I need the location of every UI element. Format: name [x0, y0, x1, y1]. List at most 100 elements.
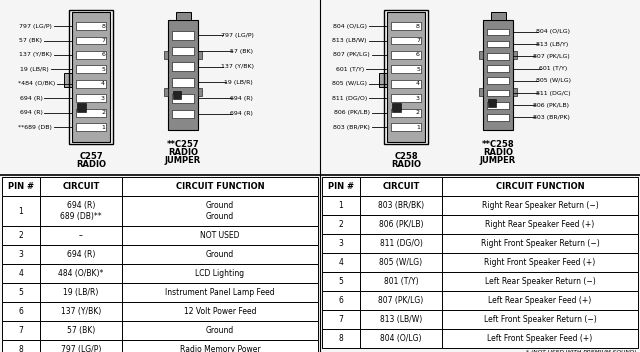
Text: PIN #: PIN # [328, 182, 354, 191]
Text: * (NOT USED WITH PREMIUM SOUND): * (NOT USED WITH PREMIUM SOUND) [525, 350, 636, 352]
Text: 5: 5 [101, 67, 105, 72]
Text: 5: 5 [339, 277, 344, 286]
Bar [360, 196, 442, 215]
Text: 807 (PK/LG): 807 (PK/LG) [378, 296, 424, 305]
Text: 2: 2 [101, 110, 105, 115]
Text: 484 (O/BK)*: 484 (O/BK)* [58, 269, 104, 278]
Text: 801 (T/Y): 801 (T/Y) [384, 277, 419, 286]
Text: Ground: Ground [206, 326, 234, 335]
Bar [40, 283, 122, 302]
Text: 1: 1 [416, 125, 420, 130]
Text: CIRCUIT FUNCTION: CIRCUIT FUNCTION [496, 182, 584, 191]
Text: 803 (BR/PK): 803 (BR/PK) [333, 125, 370, 130]
Bar [172, 47, 194, 55]
Bar [442, 215, 638, 234]
Text: 4: 4 [19, 269, 24, 278]
Bar [513, 88, 517, 96]
Text: 797 (LG/P): 797 (LG/P) [19, 24, 52, 29]
Text: Right Rear Speaker Return (−): Right Rear Speaker Return (−) [482, 201, 598, 210]
Text: Ground: Ground [206, 212, 234, 221]
Text: 3: 3 [416, 96, 420, 101]
Bar [122, 283, 318, 302]
Bar [76, 123, 106, 131]
Text: 2: 2 [19, 231, 24, 240]
Bar [172, 94, 194, 102]
Text: JUMPER: JUMPER [165, 156, 201, 165]
Text: 3: 3 [19, 250, 24, 259]
Text: 811 (DG/O): 811 (DG/O) [332, 96, 367, 101]
Bar [122, 264, 318, 283]
Bar [2, 340, 40, 352]
Text: 1: 1 [19, 207, 24, 216]
Bar [76, 109, 106, 117]
Bar [360, 291, 442, 310]
Bar [487, 29, 509, 35]
Bar [442, 177, 638, 196]
Text: 797 (LG/P): 797 (LG/P) [61, 345, 101, 352]
Text: 805 (W/LG): 805 (W/LG) [536, 78, 571, 83]
Bar [360, 215, 442, 234]
Text: 806 (PK/LB): 806 (PK/LB) [334, 110, 370, 115]
Text: C257: C257 [79, 152, 103, 161]
Bar [442, 234, 638, 253]
Bar [322, 272, 360, 291]
Bar [164, 88, 168, 96]
Text: Instrument Panel Lamp Feed: Instrument Panel Lamp Feed [165, 288, 275, 297]
Text: PIN #: PIN # [8, 182, 34, 191]
Text: 2: 2 [416, 110, 420, 115]
Bar [40, 264, 122, 283]
Text: 5: 5 [416, 67, 420, 72]
Text: 689 (DB)**: 689 (DB)** [60, 212, 102, 221]
Text: Left Rear Speaker Return (−): Left Rear Speaker Return (−) [484, 277, 595, 286]
Bar [122, 177, 318, 196]
Bar [2, 283, 40, 302]
Text: RADIO: RADIO [391, 160, 421, 169]
Bar [164, 51, 168, 58]
Text: 806 (PK/LB): 806 (PK/LB) [533, 103, 569, 108]
Text: 694 (R): 694 (R) [67, 250, 95, 259]
Bar [391, 22, 421, 30]
Text: Ground: Ground [206, 250, 234, 259]
Text: 694 (R): 694 (R) [20, 110, 42, 115]
Bar [488, 100, 496, 107]
Text: 12 Volt Power Feed: 12 Volt Power Feed [184, 307, 256, 316]
Text: 813 (LB/W): 813 (LB/W) [333, 38, 367, 43]
Bar [2, 177, 40, 196]
Bar [487, 53, 509, 60]
Bar [2, 196, 40, 226]
Text: 4: 4 [416, 81, 420, 86]
Text: C258: C258 [394, 152, 418, 161]
Bar [322, 291, 360, 310]
Text: Left Front Speaker Return (−): Left Front Speaker Return (−) [484, 315, 596, 324]
Text: 803 (BR/PK): 803 (BR/PK) [533, 115, 570, 120]
Bar [391, 94, 421, 102]
Bar [391, 123, 421, 131]
Bar [487, 77, 509, 84]
Text: –: – [79, 231, 83, 240]
Bar [322, 234, 360, 253]
Bar [122, 302, 318, 321]
Bar [391, 37, 421, 44]
Text: 806 (PK/LB): 806 (PK/LB) [379, 220, 423, 229]
Bar [2, 245, 40, 264]
Bar [487, 102, 509, 109]
Bar [76, 94, 106, 102]
Bar [392, 103, 401, 112]
Bar [360, 329, 442, 348]
Text: 804 (O/LG): 804 (O/LG) [536, 30, 570, 34]
Bar [172, 62, 194, 71]
Text: Right Front Speaker Return (−): Right Front Speaker Return (−) [481, 239, 600, 248]
Bar [172, 109, 194, 118]
Bar [391, 80, 421, 88]
Text: 4: 4 [101, 81, 105, 86]
Text: **689 (DB): **689 (DB) [18, 125, 52, 130]
Bar [172, 78, 194, 87]
Text: 694 (R): 694 (R) [67, 201, 95, 210]
Text: Right Front Speaker Feed (+): Right Front Speaker Feed (+) [484, 258, 596, 267]
Text: 8: 8 [101, 24, 105, 29]
Bar [72, 12, 110, 142]
Text: 694 (R): 694 (R) [230, 96, 253, 101]
Text: NOT USED: NOT USED [200, 231, 240, 240]
Bar [442, 310, 638, 329]
Bar [479, 51, 483, 58]
